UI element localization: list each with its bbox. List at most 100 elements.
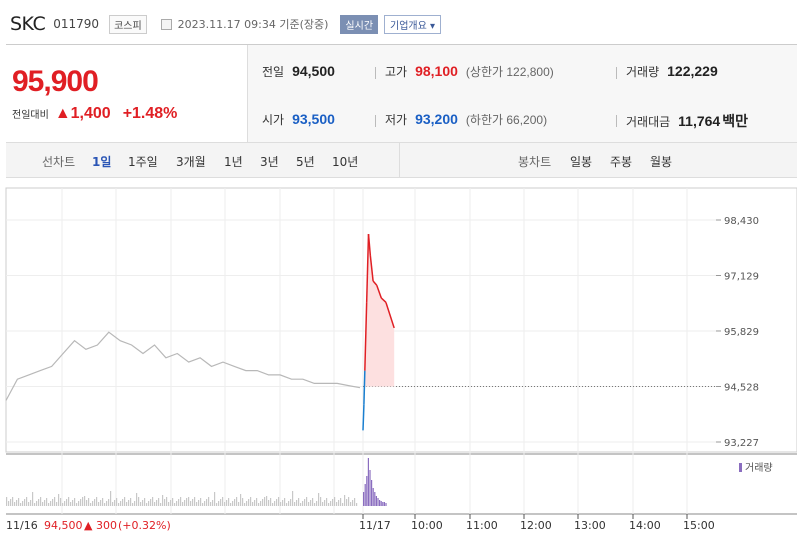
today-volume-bar: [385, 503, 387, 506]
prev-volume-bar: [198, 500, 200, 506]
stat-value: 98,100: [415, 63, 458, 79]
prev-volume-bar: [58, 494, 60, 506]
prev-volume-bar: [172, 498, 174, 506]
period-3y[interactable]: 3년: [260, 155, 279, 169]
prev-volume-bar: [154, 502, 156, 506]
prev-volume-bar: [234, 499, 236, 506]
today-volume-bar: [371, 480, 373, 506]
prev-volume-bar: [36, 501, 38, 506]
today-segment: [365, 234, 370, 303]
prev-volume-bar: [340, 498, 342, 506]
prev-volume-bar: [350, 502, 352, 506]
prev-volume-bar: [16, 500, 18, 506]
prev-volume-bar: [24, 499, 26, 506]
prev-volume-bar: [50, 501, 52, 506]
prev-volume-bar: [80, 499, 82, 506]
y-tick-label: 94,528: [724, 382, 759, 393]
stat-open: 시가 93,500: [262, 111, 335, 128]
chart-area: [363, 234, 395, 387]
today-volume-bar: [369, 470, 371, 506]
separator: [616, 67, 617, 79]
prev-volume-bar: [38, 499, 40, 506]
change-label: 전일대비: [12, 110, 49, 121]
prev-volume-bar: [68, 497, 70, 506]
today-volume-bar: [379, 500, 381, 506]
prev-volume-bar: [96, 497, 98, 506]
prev-volume-bar: [218, 501, 220, 506]
today-segment: [376, 285, 383, 299]
prev-volume-bar: [304, 499, 306, 506]
prev-volume-bar: [250, 497, 252, 506]
today-volume-bar: [366, 476, 368, 506]
period-monthly-candle[interactable]: 월봉: [650, 155, 673, 169]
period-5y[interactable]: 5년: [296, 155, 315, 169]
prev-volume-bar: [64, 501, 66, 506]
today-segment: [372, 280, 378, 286]
prev-volume-bar: [100, 500, 102, 506]
prev-volume-bar: [294, 502, 296, 506]
prev-volume-bar: [184, 500, 186, 506]
prev-volume-bar: [202, 503, 204, 506]
prev-volume-bar: [162, 495, 164, 506]
period-weekly-candle[interactable]: 주봉: [610, 155, 633, 169]
prev-volume-bar: [296, 500, 298, 506]
y-tick-label: 95,829: [724, 327, 759, 338]
separator: [616, 115, 617, 127]
period-daily-candle[interactable]: 일봉: [570, 155, 593, 169]
prev-volume-bar: [146, 503, 148, 506]
today-volume-bar: [380, 501, 382, 506]
prev-volume-bar: [266, 496, 268, 506]
x-tick-label: 13:00: [574, 519, 606, 532]
prev-volume-bar: [278, 497, 280, 506]
prev-volume-bar: [224, 502, 226, 506]
prev-volume-bar: [276, 499, 278, 506]
prev-volume-bar: [150, 499, 152, 506]
stat-label: 시가: [262, 113, 285, 127]
prev-volume-bar: [226, 500, 228, 506]
company-info-dropdown[interactable]: 기업개요 ▾: [384, 14, 442, 34]
period-1d[interactable]: 1일: [92, 155, 112, 169]
price-chart[interactable]: 98,430 97,129 95,829 94,528 93,227 11/17 10:0…: [0, 178, 797, 557]
realtime-button[interactable]: 실시간: [340, 14, 379, 34]
x-tick-label: 15:00: [683, 519, 715, 532]
period-3m[interactable]: 3개월: [176, 155, 206, 169]
prev-volume-bar: [254, 500, 256, 506]
prev-volume-bar: [192, 499, 194, 506]
prev-volume-bar: [116, 498, 118, 506]
stat-high: 고가 98,100 (상한가 122,800): [385, 63, 554, 80]
stats-panel: 전일 94,500 고가 98,100 (상한가 122,800) 거래량 12…: [247, 45, 797, 142]
prev-day-change-pct: (+0.32%): [118, 519, 171, 532]
prev-volume-bar: [326, 498, 328, 506]
prev-volume-bar: [324, 500, 326, 506]
prev-volume-bar: [54, 497, 56, 506]
today-volume-bar: [364, 484, 366, 506]
prev-volume-bar: [40, 497, 42, 506]
prev-volume-bar: [136, 493, 138, 506]
period-1y[interactable]: 1년: [224, 155, 243, 169]
prev-volume-bar: [66, 499, 68, 506]
prev-volume-bar: [132, 503, 134, 506]
prev-day-date: 11/16: [6, 519, 38, 532]
prev-volume-bar: [122, 499, 124, 506]
price-pane: [5, 187, 797, 453]
prev-volume-bar: [332, 499, 334, 506]
stat-low: 저가 93,200 (하한가 66,200): [385, 111, 547, 128]
stock-name: SKC: [10, 13, 46, 35]
change-value: ▲1,400: [54, 105, 111, 122]
prev-volume-bar: [256, 498, 258, 506]
x-tick-label: 10:00: [411, 519, 443, 532]
prev-volume-bar: [168, 502, 170, 506]
prev-volume-bar: [108, 499, 110, 506]
line-chart-label: 선차트: [42, 155, 76, 169]
prev-volume-bar: [318, 493, 320, 506]
period-10y[interactable]: 10년: [332, 155, 359, 169]
prev-volume-bar: [348, 497, 350, 506]
chart-lines: [5, 234, 395, 431]
prev-volume-bar: [118, 503, 120, 506]
prev-volume-bar: [142, 500, 144, 506]
prev-volume-bar: [48, 503, 50, 506]
divider: [399, 143, 400, 177]
change-row: 전일대비 ▲1,400 +1.48%: [12, 105, 177, 123]
stat-label: 전일: [262, 65, 285, 79]
period-1w[interactable]: 1주일: [128, 155, 158, 169]
